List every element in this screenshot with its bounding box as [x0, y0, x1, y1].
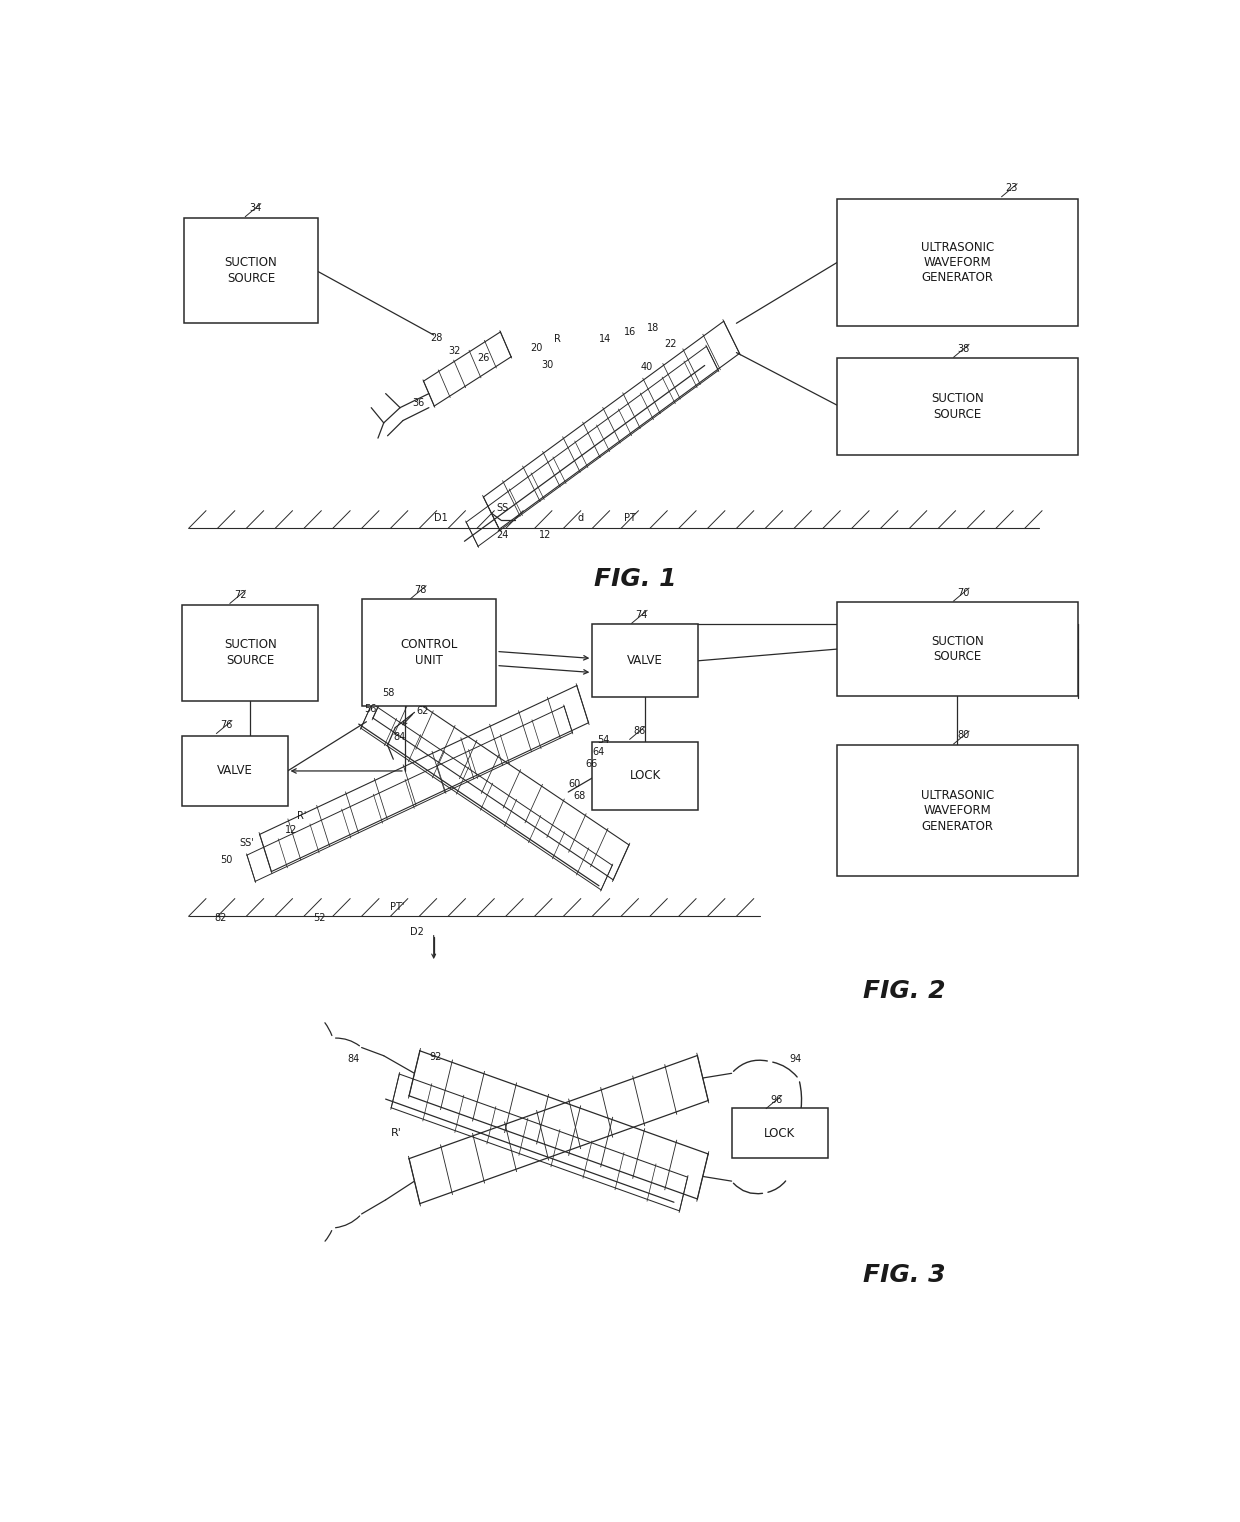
Text: 76: 76: [221, 720, 233, 731]
Text: WAVEFORM: WAVEFORM: [924, 256, 991, 269]
Text: FIG. 1: FIG. 1: [594, 566, 677, 591]
Text: 96: 96: [770, 1094, 782, 1105]
Text: UNIT: UNIT: [415, 654, 443, 667]
Text: 78: 78: [414, 584, 427, 595]
Text: 82: 82: [215, 913, 227, 924]
Text: 92: 92: [429, 1052, 441, 1062]
Text: FIG. 2: FIG. 2: [863, 979, 946, 1003]
Text: 30: 30: [542, 361, 553, 370]
Text: SUCTION: SUCTION: [931, 635, 983, 648]
Text: SUCTION: SUCTION: [224, 256, 278, 269]
FancyBboxPatch shape: [593, 624, 698, 697]
Text: R': R': [391, 1128, 402, 1138]
Text: 34: 34: [249, 202, 262, 213]
Text: SOURCE: SOURCE: [934, 408, 982, 420]
Text: 20: 20: [529, 342, 542, 353]
Text: PT': PT': [391, 901, 404, 912]
Text: VALVE: VALVE: [627, 654, 663, 667]
Text: CONTROL: CONTROL: [401, 638, 458, 651]
Text: ULTRASONIC: ULTRASONIC: [921, 788, 994, 802]
FancyBboxPatch shape: [837, 359, 1078, 455]
FancyBboxPatch shape: [182, 735, 288, 807]
Text: R: R: [554, 335, 560, 344]
Text: 62: 62: [417, 706, 429, 715]
Text: 36: 36: [413, 397, 425, 408]
Text: ULTRASONIC: ULTRASONIC: [921, 240, 994, 254]
Text: 32: 32: [448, 345, 460, 356]
Text: 68: 68: [573, 791, 585, 802]
FancyBboxPatch shape: [837, 199, 1078, 326]
Text: 12: 12: [285, 825, 298, 836]
Text: 58: 58: [382, 688, 394, 699]
Text: 12: 12: [539, 530, 552, 540]
Text: 54: 54: [596, 735, 609, 746]
Text: 52: 52: [314, 913, 326, 924]
Text: PT: PT: [624, 513, 636, 522]
Text: GENERATOR: GENERATOR: [921, 819, 993, 833]
FancyBboxPatch shape: [184, 218, 319, 323]
Text: 64: 64: [593, 747, 605, 756]
Text: d: d: [578, 513, 584, 522]
Text: SS: SS: [496, 504, 508, 513]
Text: 14: 14: [599, 335, 611, 344]
Text: R': R': [298, 811, 306, 822]
Text: SUCTION: SUCTION: [223, 638, 277, 651]
FancyBboxPatch shape: [732, 1108, 828, 1158]
Text: 23: 23: [1006, 183, 1018, 193]
Text: SUCTION: SUCTION: [931, 393, 983, 405]
Text: SOURCE: SOURCE: [934, 650, 982, 664]
Text: FIG. 3: FIG. 3: [863, 1263, 946, 1288]
Text: SS': SS': [239, 839, 254, 848]
FancyBboxPatch shape: [182, 604, 319, 700]
Text: 24: 24: [496, 530, 508, 540]
Text: 72: 72: [234, 591, 247, 600]
FancyBboxPatch shape: [837, 603, 1078, 696]
Text: GENERATOR: GENERATOR: [921, 271, 993, 285]
Text: SOURCE: SOURCE: [226, 654, 274, 667]
Text: LOCK: LOCK: [630, 769, 661, 782]
Text: 84: 84: [393, 732, 405, 741]
FancyBboxPatch shape: [593, 741, 698, 810]
Text: SOURCE: SOURCE: [227, 271, 275, 285]
Text: 84: 84: [347, 1053, 360, 1064]
Text: 74: 74: [635, 610, 647, 619]
Text: 28: 28: [430, 333, 443, 342]
Text: 56: 56: [365, 703, 377, 714]
Text: WAVEFORM: WAVEFORM: [924, 804, 991, 817]
Text: 16: 16: [624, 327, 636, 338]
Text: 26: 26: [477, 353, 490, 364]
Text: 86: 86: [634, 726, 646, 735]
Text: VALVE: VALVE: [217, 764, 253, 778]
Text: 50: 50: [221, 855, 233, 864]
Text: 38: 38: [957, 344, 970, 353]
Text: D1: D1: [434, 513, 448, 522]
Text: 94: 94: [789, 1053, 801, 1064]
FancyBboxPatch shape: [837, 746, 1078, 877]
Text: 70: 70: [957, 587, 970, 598]
Text: 66: 66: [585, 758, 598, 769]
Text: 40: 40: [640, 362, 652, 373]
Text: 60: 60: [568, 779, 580, 788]
Text: D2: D2: [409, 927, 424, 938]
Text: 22: 22: [665, 339, 677, 349]
Text: LOCK: LOCK: [764, 1126, 795, 1140]
Text: 80: 80: [957, 731, 970, 741]
Text: 18: 18: [647, 323, 660, 333]
FancyBboxPatch shape: [362, 598, 496, 706]
